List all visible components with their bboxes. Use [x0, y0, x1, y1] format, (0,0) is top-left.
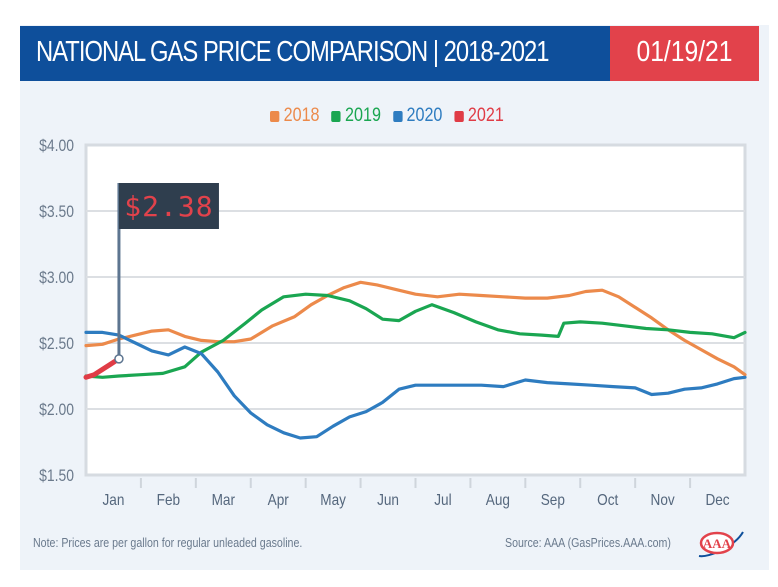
x-tick-label: Oct [597, 492, 619, 509]
legend-label-2018: 2018 [283, 105, 320, 126]
series-line-2020 [84, 330, 747, 440]
x-tick-label: Feb [157, 492, 180, 509]
legend-label-2021: 2021 [467, 105, 504, 126]
legend-swatch-2018 [270, 110, 280, 122]
x-tick-label: Mar [212, 492, 235, 509]
svg-text:AAA: AAA [703, 536, 732, 551]
legend-item-2019: 2019 [331, 105, 381, 127]
aaa-logo-icon: AAA [698, 531, 744, 558]
legend-swatch-2021 [454, 110, 464, 122]
y-tick-label: $2.00 [39, 401, 74, 420]
footnote: Note: Prices are per gallon for regular … [33, 536, 303, 550]
source-credit: Source: AAA (GasPrices.AAA.com) [505, 536, 671, 550]
legend-label-2020: 2020 [406, 105, 443, 126]
y-tick-label: $3.00 [39, 269, 74, 288]
legend-item-2018: 2018 [270, 105, 320, 127]
chart-title: NATIONAL GAS PRICE COMPARISON | 2018-202… [36, 36, 549, 68]
y-tick-label: $3.50 [39, 203, 74, 222]
x-tick-label: Dec [705, 492, 730, 509]
x-tick-label: Sep [541, 492, 565, 509]
series-line-2018 [84, 280, 747, 377]
y-tick-label: $2.50 [39, 335, 74, 354]
x-tick-label: Nov [651, 492, 676, 509]
x-tick-label: Jul [434, 492, 451, 509]
x-tick-label: Jan [103, 492, 125, 509]
x-tick-label: Apr [268, 492, 289, 509]
legend: 2018 2019 2020 2021 [270, 105, 504, 127]
callout-box [118, 183, 219, 229]
title-banner: NATIONAL GAS PRICE COMPARISON | 2018-202… [20, 26, 610, 81]
legend-swatch-2019 [331, 110, 341, 122]
x-tick-label: Jun [377, 492, 399, 509]
series-line-2019 [84, 292, 747, 379]
chart-date: 01/19/21 [636, 36, 733, 68]
x-tick-label: May [320, 492, 346, 509]
x-tick-label: Aug [486, 492, 510, 509]
callout-point [114, 354, 124, 364]
series-line-2021 [83, 356, 122, 380]
legend-item-2020: 2020 [392, 105, 443, 127]
y-tick-label: $1.50 [39, 467, 74, 486]
legend-item-2021: 2021 [454, 105, 504, 127]
callout-value: $2.38 [124, 190, 213, 223]
y-tick-label: $4.00 [39, 137, 74, 156]
date-banner: 01/19/21 [610, 26, 759, 81]
legend-swatch-2020 [392, 110, 403, 122]
legend-label-2019: 2019 [345, 105, 381, 126]
